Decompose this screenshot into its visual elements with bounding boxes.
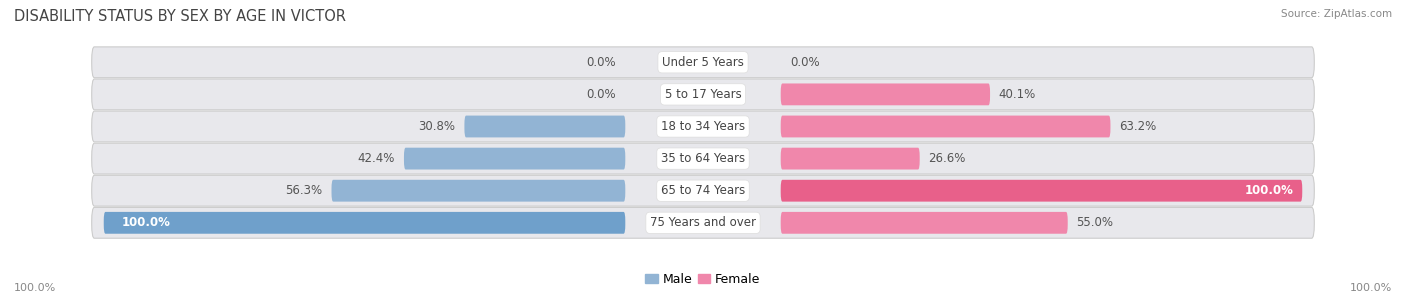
- Text: 18 to 34 Years: 18 to 34 Years: [661, 120, 745, 133]
- FancyBboxPatch shape: [780, 116, 1111, 138]
- FancyBboxPatch shape: [91, 79, 1315, 110]
- Text: 100.0%: 100.0%: [122, 216, 170, 229]
- Text: 63.2%: 63.2%: [1119, 120, 1157, 133]
- Text: 40.1%: 40.1%: [998, 88, 1036, 101]
- Text: Under 5 Years: Under 5 Years: [662, 56, 744, 69]
- FancyBboxPatch shape: [91, 143, 1315, 174]
- FancyBboxPatch shape: [780, 180, 1302, 202]
- FancyBboxPatch shape: [332, 180, 626, 202]
- Text: 100.0%: 100.0%: [14, 283, 56, 293]
- Text: 0.0%: 0.0%: [586, 88, 616, 101]
- Text: Source: ZipAtlas.com: Source: ZipAtlas.com: [1281, 9, 1392, 19]
- FancyBboxPatch shape: [404, 148, 626, 170]
- Legend: Male, Female: Male, Female: [641, 268, 765, 291]
- Text: 42.4%: 42.4%: [357, 152, 395, 165]
- Text: 100.0%: 100.0%: [1244, 184, 1294, 197]
- Text: 26.6%: 26.6%: [928, 152, 966, 165]
- Text: 56.3%: 56.3%: [285, 184, 323, 197]
- Text: 5 to 17 Years: 5 to 17 Years: [665, 88, 741, 101]
- Text: 35 to 64 Years: 35 to 64 Years: [661, 152, 745, 165]
- FancyBboxPatch shape: [104, 212, 626, 234]
- Text: 0.0%: 0.0%: [586, 56, 616, 69]
- FancyBboxPatch shape: [91, 47, 1315, 78]
- FancyBboxPatch shape: [464, 116, 626, 138]
- Text: 55.0%: 55.0%: [1077, 216, 1114, 229]
- Text: 75 Years and over: 75 Years and over: [650, 216, 756, 229]
- Text: 30.8%: 30.8%: [419, 120, 456, 133]
- Text: DISABILITY STATUS BY SEX BY AGE IN VICTOR: DISABILITY STATUS BY SEX BY AGE IN VICTO…: [14, 9, 346, 24]
- Text: 100.0%: 100.0%: [1350, 283, 1392, 293]
- FancyBboxPatch shape: [780, 148, 920, 170]
- Text: 65 to 74 Years: 65 to 74 Years: [661, 184, 745, 197]
- FancyBboxPatch shape: [780, 84, 990, 105]
- FancyBboxPatch shape: [91, 175, 1315, 206]
- Text: 0.0%: 0.0%: [790, 56, 820, 69]
- FancyBboxPatch shape: [91, 111, 1315, 142]
- FancyBboxPatch shape: [91, 207, 1315, 238]
- FancyBboxPatch shape: [780, 212, 1067, 234]
